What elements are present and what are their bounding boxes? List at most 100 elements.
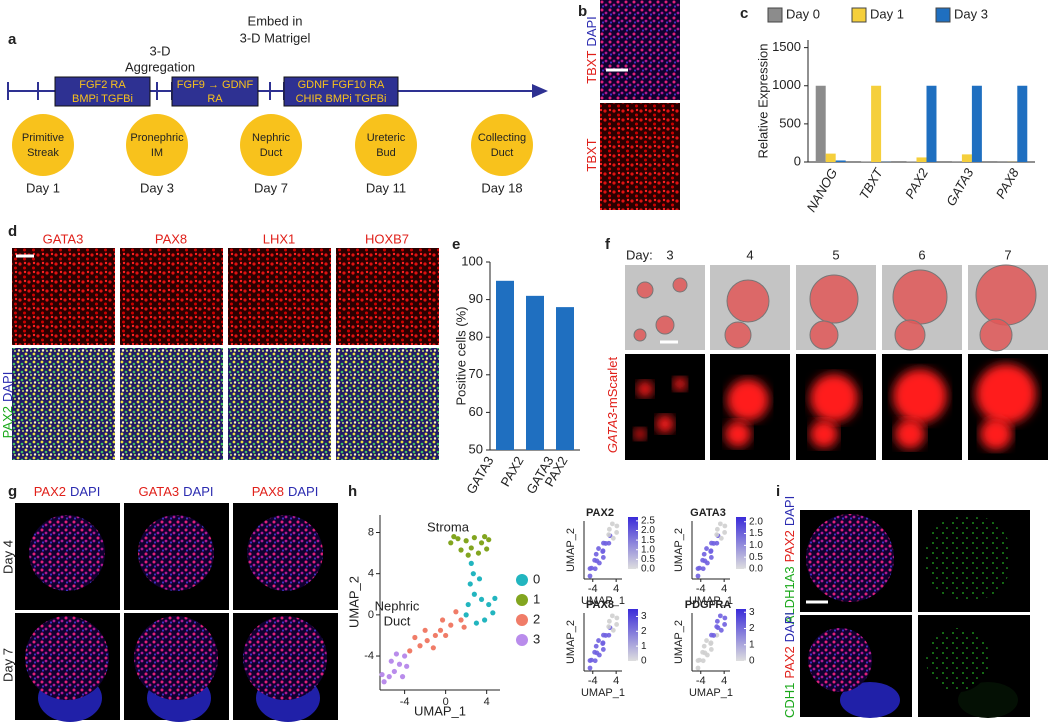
feature-point xyxy=(708,555,714,560)
feature-point xyxy=(592,649,598,655)
colorbar-tick-label: 1 xyxy=(749,639,755,650)
organoid xyxy=(29,515,105,591)
media-text: RA xyxy=(207,93,223,105)
media-text: FGF9 → GDNF xyxy=(177,79,254,91)
y-tick-label: 8 xyxy=(368,526,374,538)
organoid xyxy=(808,628,872,692)
x-tick-label: PAX2 xyxy=(497,454,526,489)
colorbar-tick-label: 0 xyxy=(749,656,755,667)
feature-point xyxy=(700,557,706,563)
stage-circle xyxy=(355,114,417,176)
feature-point xyxy=(606,526,612,532)
stain-label: PAX2 DAPI xyxy=(0,372,15,439)
x-tick-label: PAX2 xyxy=(902,165,932,201)
y-tick-label: 50 xyxy=(469,441,483,456)
umap-point xyxy=(463,612,469,618)
umap-point xyxy=(458,617,464,623)
x-tick-label: NANOG xyxy=(803,166,840,215)
organoid-fluor xyxy=(810,374,858,422)
umap-point xyxy=(430,645,436,651)
umap-point xyxy=(453,609,459,615)
colorbar-tick-label: 0.0 xyxy=(749,564,763,575)
umap-point xyxy=(386,674,392,680)
feature-point xyxy=(709,632,714,638)
umap-point xyxy=(482,617,488,623)
stain-label: TBXT xyxy=(584,138,599,171)
legend-label: 3 xyxy=(533,631,540,646)
umap-point xyxy=(381,679,387,685)
feature-point xyxy=(614,523,620,529)
colorbar-tick-label: 3 xyxy=(749,607,755,618)
umap-point xyxy=(486,601,492,608)
y-axis-label: Relative Expression xyxy=(755,44,770,159)
reporter-label-part: -mScarlet xyxy=(605,356,620,412)
legend-swatch xyxy=(516,634,528,646)
stain-label-part: PAX2 xyxy=(782,646,797,678)
organoid xyxy=(247,515,323,591)
panel-label: c xyxy=(740,5,748,22)
bar xyxy=(496,280,514,450)
stain-label: TBXT DAPI xyxy=(584,16,599,84)
day-number: 3 xyxy=(666,247,673,262)
colorbar-tick-label: 2.0 xyxy=(749,516,763,527)
stage-circle xyxy=(12,114,74,176)
bar xyxy=(961,154,972,162)
organoid xyxy=(809,320,839,350)
feature-point xyxy=(717,521,723,527)
media-text: FGF2 RA xyxy=(79,79,126,91)
feature-title: PDGFRA xyxy=(685,599,732,611)
stain-label-part: TBXT xyxy=(584,138,599,171)
legend-swatch xyxy=(851,7,867,23)
x-axis-label: UMAP_1 xyxy=(414,703,466,718)
media-text: GDNF FGF10 RA xyxy=(298,79,385,91)
day-number: 7 xyxy=(1004,247,1011,262)
timeline-arrow xyxy=(532,84,548,98)
x-tick-label: 0 xyxy=(443,696,449,708)
organoid xyxy=(975,264,1037,326)
umap-point xyxy=(422,627,428,633)
stain-label: CDH1 PAX2 DAPI xyxy=(782,612,797,718)
day-number: 5 xyxy=(832,247,839,262)
stage-name: Collecting xyxy=(478,132,526,144)
x-tick-label: 4 xyxy=(721,583,727,595)
organoid xyxy=(926,628,990,692)
organoid-base xyxy=(958,682,1018,718)
stage-circle xyxy=(471,114,533,176)
colorbar-tick-label: 1.5 xyxy=(749,528,763,539)
stain-header: PAX2 DAPI xyxy=(34,484,101,499)
panel-label: b xyxy=(578,3,587,20)
micrograph xyxy=(600,103,680,210)
colorbar-tick-label: 0 xyxy=(641,656,647,667)
x-axis-label: UMAP_1 xyxy=(581,687,625,699)
y-axis-label: UMAP_2 xyxy=(565,528,577,572)
x-tick-label: 4 xyxy=(484,696,490,708)
organoid xyxy=(243,616,327,700)
feature-point xyxy=(717,613,723,619)
organoid-fluor xyxy=(656,415,674,433)
feature-point xyxy=(718,627,724,633)
feature-point xyxy=(596,546,601,551)
legend-label: 1 xyxy=(533,591,540,606)
stain-header-part: DAPI xyxy=(288,484,318,499)
y-tick-label: 80 xyxy=(469,329,483,344)
step-annotation: Aggregation xyxy=(125,59,195,74)
x-axis-label: UMAP_1 xyxy=(689,595,733,607)
colorbar-tick-label: 2.5 xyxy=(641,515,655,526)
x-tick-label: -4 xyxy=(696,675,706,687)
umap-point xyxy=(473,620,480,626)
feature-point xyxy=(592,658,598,664)
stain-header-part: DAPI xyxy=(70,484,100,499)
organoid-fluor xyxy=(725,421,751,447)
y-tick-label: 4 xyxy=(368,568,374,580)
organoid-fluor xyxy=(893,369,947,423)
feature-point xyxy=(610,535,616,541)
feature-point xyxy=(695,573,701,579)
marker-label: GATA3 xyxy=(43,231,84,246)
feature-point xyxy=(587,566,593,571)
stain-header-part: DAPI xyxy=(183,484,213,499)
colorbar-tick-label: 2.0 xyxy=(641,525,655,536)
stage-circle xyxy=(126,114,188,176)
feature-point xyxy=(701,643,707,649)
x-tick-label: -4 xyxy=(400,696,410,708)
umap-point xyxy=(478,540,485,546)
